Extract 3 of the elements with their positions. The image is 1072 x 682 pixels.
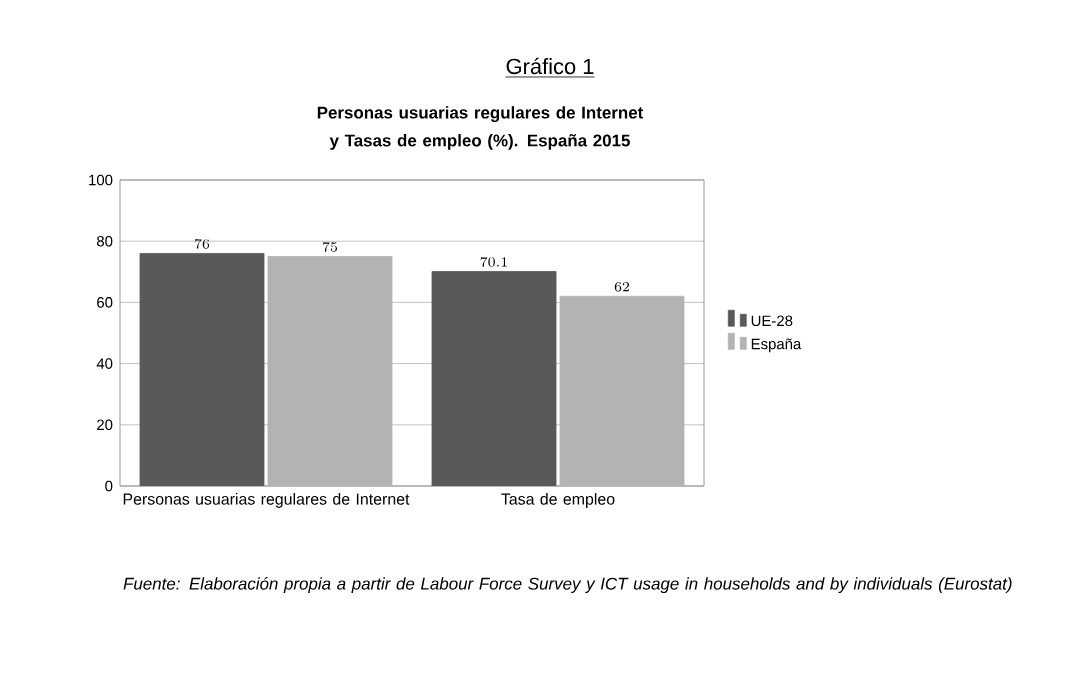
chart-title: Gráfico 1: [506, 57, 594, 75]
chart-subtitle: Personas usuarias regulares de Internet y Tasas de empleo (%). España 2015: [317, 106, 644, 150]
source-note: Fuente: Elaboración propia a partir de Labour Force Survey y ICT usage in households and by individuals (Eurostat): [123, 577, 1012, 594]
